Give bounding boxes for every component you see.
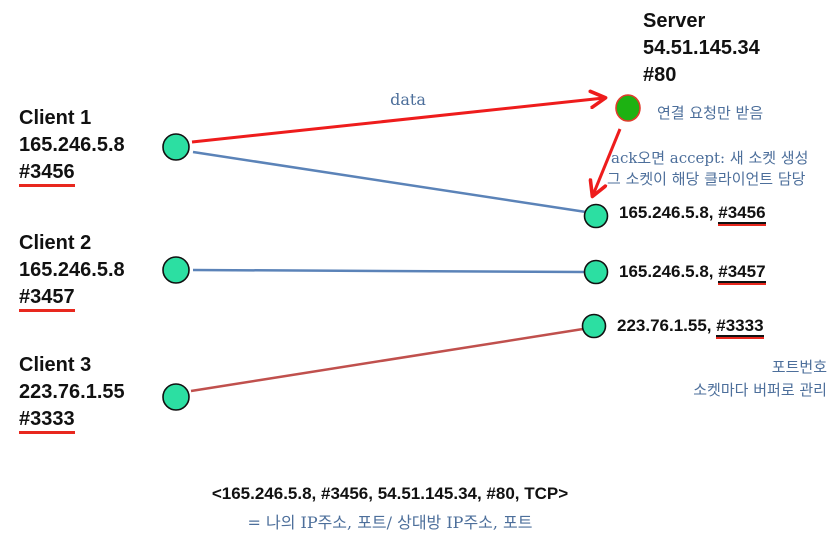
server-welcome-note: 연결 요청만 받음 bbox=[657, 104, 764, 122]
client3-socket-circle bbox=[162, 383, 190, 411]
server-title: Server bbox=[643, 10, 706, 32]
server-socket2-label: 165.246.5.8, #3457 bbox=[619, 262, 766, 283]
socket1-ip: 165.246.5.8, bbox=[619, 203, 714, 222]
ack-note-line1: ack오면 accept: 새 소켓 생성 bbox=[611, 149, 809, 167]
connection-tuple-caption: = 나의 IP주소, 포트/ 상대방 IP주소, 포트 bbox=[247, 513, 533, 532]
client1-to-socket1-line bbox=[192, 150, 587, 214]
port-note-line1: 포트번호 bbox=[771, 358, 827, 376]
client1-name: Client 1 bbox=[19, 107, 92, 129]
port-note-line2: 소켓마다 버퍼로 관리 bbox=[693, 381, 827, 399]
client1-block: Client 1 165.246.5.8 #3456 bbox=[19, 105, 125, 187]
connection-tuple: <165.246.5.8, #3456, 54.51.145.34, #80, … bbox=[211, 484, 569, 503]
client3-block: Client 3 223.76.1.55 #3333 bbox=[19, 352, 125, 434]
client1-socket-circle bbox=[162, 133, 190, 161]
server-socket3-label: 223.76.1.55, #3333 bbox=[617, 316, 764, 337]
ack-accept-arrow bbox=[593, 128, 622, 195]
port-buffer-note: 포트번호 소켓마다 버퍼로 관리 bbox=[600, 356, 827, 402]
socket2-ip: 165.246.5.8, bbox=[619, 262, 714, 281]
server-welcome-socket-circle bbox=[615, 94, 641, 122]
socket1-port: #3456 bbox=[718, 203, 766, 224]
socket3-ip: 223.76.1.55, bbox=[617, 316, 712, 335]
socket2-port: #3457 bbox=[718, 262, 766, 283]
client2-to-socket2-line bbox=[192, 268, 585, 274]
client2-socket-circle bbox=[162, 256, 190, 284]
data-arrow bbox=[191, 98, 604, 144]
footer: <165.246.5.8, #3456, 54.51.145.34, #80, … bbox=[140, 484, 640, 533]
client2-name: Client 2 bbox=[19, 232, 92, 254]
socket3-port: #3333 bbox=[716, 316, 764, 337]
client2-port: #3457 bbox=[19, 287, 75, 312]
server-heading: Server 54.51.145.34 #80 bbox=[643, 8, 760, 89]
client3-ip: 223.76.1.55 bbox=[19, 381, 125, 403]
client3-port: #3333 bbox=[19, 409, 75, 434]
client3-name: Client 3 bbox=[19, 354, 92, 376]
server-socket1-label: 165.246.5.8, #3456 bbox=[619, 203, 766, 224]
server-socket1-circle bbox=[583, 203, 609, 229]
client1-port: #3456 bbox=[19, 162, 75, 187]
server-socket2-circle bbox=[583, 259, 609, 285]
client2-block: Client 2 165.246.5.8 #3457 bbox=[19, 230, 125, 312]
server-socket3-circle bbox=[581, 313, 607, 339]
client3-to-socket3-line bbox=[190, 327, 584, 393]
ack-accept-note: ack오면 accept: 새 소켓 생성 그 소켓이 해당 클라이언트 담당 bbox=[607, 148, 809, 190]
server-port: #80 bbox=[643, 64, 677, 86]
data-arrow-label: data bbox=[390, 90, 426, 109]
ack-note-line2: 그 소켓이 해당 클라이언트 담당 bbox=[607, 170, 806, 188]
client2-ip: 165.246.5.8 bbox=[19, 259, 125, 281]
server-ip: 54.51.145.34 bbox=[643, 37, 760, 59]
client1-ip: 165.246.5.8 bbox=[19, 134, 125, 156]
